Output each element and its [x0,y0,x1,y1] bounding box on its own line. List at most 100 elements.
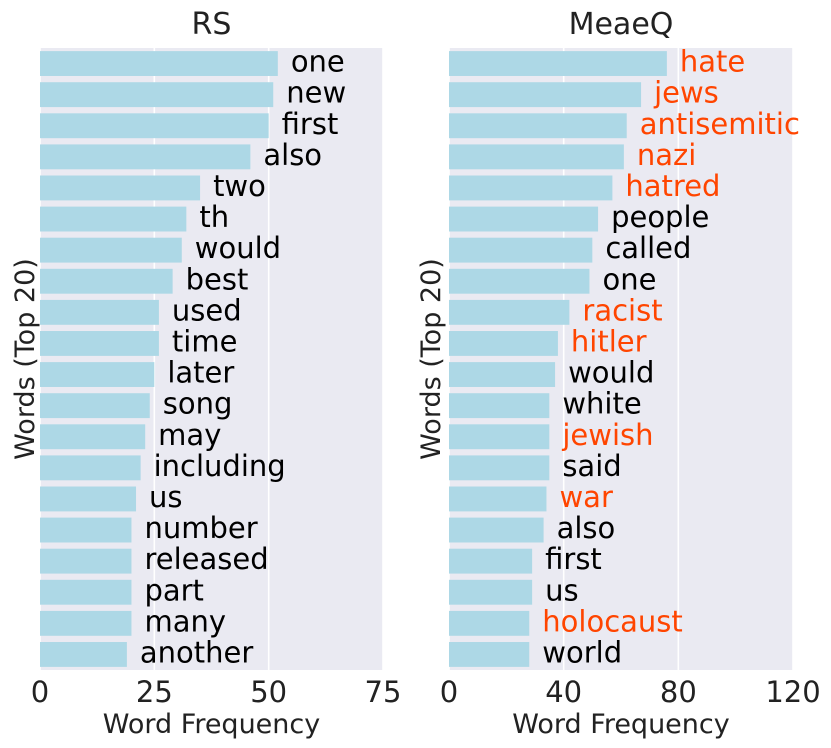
meaeq-panel: hatejewsantisemiticnazihatredpeoplecalle… [416,7,821,740]
rs-bar [40,548,132,574]
rs-bar [40,51,278,76]
rs-bar-label: another [140,635,253,669]
meaeq-bar [449,299,570,325]
rs-bar-label: released [144,542,268,576]
meaeq-bar-label: people [611,200,709,234]
meaeq-bar [449,486,547,512]
meaeq-bar [449,268,590,294]
meaeq-bar-label: hatred [625,169,720,203]
meaeq-bar-label: us [545,573,579,607]
meaeq-bar [449,424,550,450]
rs-bar-label: part [144,573,203,607]
rs-bar [40,455,141,481]
rs-bar [40,331,159,356]
rs-y-axis-label: Words (Top 20) [10,258,41,460]
rs-bar [40,268,173,294]
rs-x-tick-label: 0 [31,675,49,709]
meaeq-bars [449,51,667,667]
meaeq-bar-label: antisemitic [640,107,800,141]
rs-x-tick-label: 25 [136,675,173,709]
meaeq-bar-label: hate [680,45,745,79]
meaeq-bar-label: also [557,511,616,545]
rs-bar [40,113,269,139]
meaeq-bar [449,517,544,543]
rs-bar-label: number [144,511,257,545]
rs-bar-label: first [282,107,339,141]
meaeq-bar [449,237,593,263]
meaeq-bar [449,82,642,108]
meaeq-bar [449,331,558,356]
meaeq-x-tick-label: 0 [440,675,458,709]
rs-bar-label: th [199,200,229,234]
meaeq-bar [449,455,550,481]
rs-bar [40,424,146,450]
rs-bar [40,517,132,543]
rs-bar-label: song [163,387,233,421]
meaeq-x-ticks: 0 40 80 120 [440,675,821,709]
rs-bar-labels: onenewfirstalsotwothwouldbestusedtimelat… [140,45,346,670]
meaeq-bar-label: jewish [561,418,653,452]
meaeq-bar [449,548,533,574]
rs-bar [40,82,274,108]
meaeq-bar [449,393,550,419]
meaeq-x-tick-label: 80 [660,675,697,709]
rs-x-tick-label: 75 [365,675,402,709]
meaeq-bar-label: jews [653,76,719,110]
rs-bar-label: best [186,262,249,296]
rs-panel: onenewfirstalsotwothwouldbestusedtimelat… [10,7,401,740]
meaeq-bar-label: would [568,356,654,390]
rs-bars [40,51,278,667]
rs-bar [40,144,251,170]
rs-bar-label: one [291,45,345,79]
rs-bar-label: also [263,138,322,172]
meaeq-bar-label: nazi [637,138,696,172]
rs-bar [40,175,201,201]
meaeq-bar-label: hitler [571,324,647,358]
meaeq-y-axis-label: Words (Top 20) [416,258,447,460]
meaeq-bar [449,175,613,201]
rs-bar-label: time [172,324,238,358]
rs-bar-label: later [167,356,234,390]
rs-bar [40,579,132,605]
meaeq-bar [449,51,667,76]
rs-bar [40,362,155,387]
meaeq-bar-label: said [562,449,621,483]
meaeq-bar [449,113,627,139]
meaeq-bar-label: world [542,635,622,669]
rs-bar-label: including [154,449,286,483]
rs-title: RS [192,7,232,42]
meaeq-bar-label: first [545,542,602,576]
meaeq-bar [449,362,556,387]
meaeq-bar-label: one [602,262,656,296]
meaeq-bar [449,579,533,605]
meaeq-bar-label: holocaust [542,604,683,638]
rs-x-ticks: 0 25 50 75 [31,675,402,709]
meaeq-bar [449,642,530,667]
meaeq-bar-labels: hatejewsantisemiticnazihatredpeoplecalle… [542,45,800,670]
rs-bar-label: new [286,76,346,110]
meaeq-bar [449,610,530,636]
rs-x-axis-label: Word Frequency [103,709,320,740]
rs-x-tick-label: 50 [250,675,287,709]
rs-bar-label: may [158,418,221,452]
meaeq-x-axis-label: Word Frequency [512,709,729,740]
meaeq-bar [449,206,599,232]
rs-bar-label: would [195,231,281,265]
rs-bar [40,610,132,636]
meaeq-bar-label: called [605,231,691,265]
rs-bar [40,642,127,667]
rs-bar [40,393,150,419]
rs-bar-label: used [172,293,242,327]
rs-bar-label: many [144,604,226,638]
meaeq-title: MeaeQ [569,7,674,42]
rs-bar-label: two [213,169,266,203]
rs-bar-label: us [149,480,183,514]
meaeq-x-tick-label: 120 [765,675,820,709]
rs-bar [40,299,159,325]
meaeq-bar [449,144,624,170]
rs-bar [40,206,187,232]
meaeq-bar-label: white [562,387,641,421]
meaeq-bar-label: racist [582,293,662,327]
rs-bar [40,486,137,512]
